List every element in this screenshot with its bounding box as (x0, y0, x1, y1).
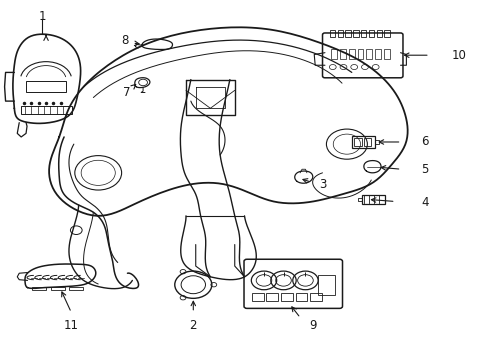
Bar (361, 195, 384, 204)
Bar (26, 81, 66, 92)
Text: 5: 5 (420, 163, 427, 176)
Text: 7: 7 (122, 86, 130, 99)
Bar (281, 293, 292, 301)
Text: 6: 6 (420, 135, 428, 148)
Bar (384, 30, 389, 37)
Bar (357, 49, 363, 59)
Bar (348, 49, 354, 59)
Bar (383, 49, 389, 59)
Text: 11: 11 (64, 319, 79, 332)
Bar (374, 49, 380, 59)
Bar (266, 293, 278, 301)
Bar (353, 138, 361, 146)
Bar (366, 49, 371, 59)
Bar (295, 293, 307, 301)
Bar (339, 49, 345, 59)
Bar (360, 30, 366, 37)
Bar (330, 49, 336, 59)
Bar (363, 138, 370, 146)
Bar (345, 30, 350, 37)
Bar (32, 287, 46, 291)
Bar (351, 136, 374, 148)
Bar (329, 30, 334, 37)
Text: 1: 1 (39, 10, 46, 23)
Bar (376, 30, 381, 37)
Bar (368, 30, 373, 37)
Bar (337, 30, 342, 37)
Bar (51, 287, 64, 291)
Bar (69, 287, 83, 291)
Text: 4: 4 (420, 197, 428, 210)
Bar (21, 106, 72, 114)
Text: 2: 2 (189, 319, 197, 332)
Bar (251, 293, 263, 301)
Text: 10: 10 (451, 49, 466, 62)
Bar (317, 275, 334, 296)
Bar (310, 293, 322, 301)
Bar (352, 30, 358, 37)
Text: 8: 8 (121, 33, 128, 47)
Text: 3: 3 (318, 178, 325, 191)
Text: 9: 9 (308, 319, 316, 332)
